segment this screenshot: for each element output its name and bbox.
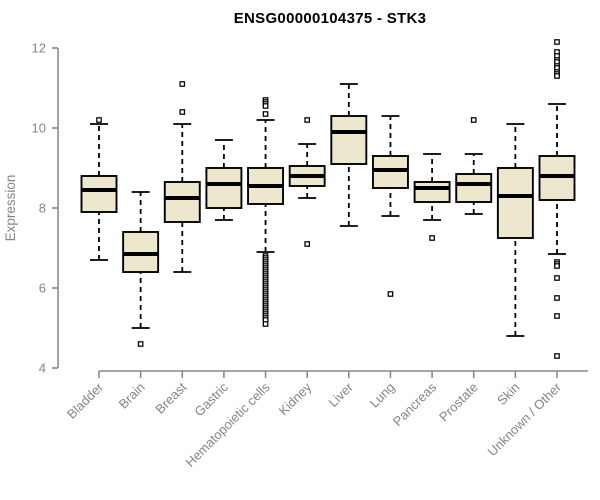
outlier-point bbox=[470, 117, 477, 123]
outlier-point bbox=[262, 321, 269, 327]
y-tick-label: 8 bbox=[39, 201, 46, 216]
x-tick-label-skin: Skin bbox=[494, 380, 522, 408]
box-brain bbox=[122, 191, 160, 347]
box-lung bbox=[372, 115, 409, 297]
outlier-point bbox=[137, 341, 144, 347]
x-tick-label-pancreas: Pancreas bbox=[390, 379, 440, 429]
outlier-point bbox=[179, 81, 186, 87]
box-prostate bbox=[455, 117, 493, 215]
x-tick-label-brain: Brain bbox=[116, 380, 148, 412]
iqr-box bbox=[455, 173, 493, 203]
iqr-box bbox=[330, 115, 368, 165]
y-tick-label: 4 bbox=[39, 361, 46, 376]
x-tick-label-bladder: Bladder bbox=[64, 379, 107, 422]
box-skin bbox=[496, 123, 534, 337]
x-tick-label-gastric: Gastric bbox=[191, 379, 231, 419]
outlier-point bbox=[262, 103, 269, 109]
outlier-point bbox=[262, 111, 269, 117]
x-tick-label-unknown-other: Unknown / Other bbox=[485, 379, 565, 459]
outlier-point bbox=[554, 275, 560, 281]
box-pancreas bbox=[413, 153, 451, 241]
iqr-box bbox=[163, 181, 201, 223]
box-bladder bbox=[80, 117, 118, 261]
y-axis-label: Expression bbox=[3, 175, 18, 242]
outlier-point bbox=[96, 117, 102, 123]
y-tick-label: 6 bbox=[39, 281, 46, 296]
outlier-point bbox=[387, 291, 394, 297]
y-axis: 4 6 8 10 12 bbox=[32, 41, 59, 376]
iqr-box bbox=[80, 175, 118, 213]
y-tick-label: 10 bbox=[32, 121, 46, 136]
x-tick-label-liver: Liver bbox=[325, 379, 356, 410]
outlier-point bbox=[554, 263, 560, 269]
box-unknown-other bbox=[538, 39, 576, 359]
outlier-point bbox=[304, 241, 311, 247]
box-breast bbox=[163, 81, 201, 273]
outlier-point bbox=[179, 109, 186, 115]
x-tick-label-prostate: Prostate bbox=[436, 380, 481, 425]
iqr-box bbox=[205, 167, 243, 209]
y-tick-label: 12 bbox=[32, 41, 46, 56]
iqr-box bbox=[496, 167, 534, 239]
outlier-point bbox=[554, 39, 560, 45]
x-tick-label-lung: Lung bbox=[367, 380, 398, 411]
iqr-box bbox=[413, 181, 451, 203]
x-tick-label-kidney: Kidney bbox=[276, 379, 315, 418]
box-kidney bbox=[288, 117, 326, 247]
box-gastric bbox=[205, 139, 243, 221]
outlier-point bbox=[304, 117, 311, 123]
outlier-point bbox=[554, 73, 560, 79]
outlier-point bbox=[554, 295, 560, 301]
chart-title: ENSG00000104375 - STK3 bbox=[234, 10, 427, 27]
box-liver bbox=[330, 83, 368, 227]
outlier-point bbox=[554, 313, 560, 319]
outlier-point bbox=[429, 235, 435, 241]
outlier-point bbox=[554, 353, 560, 359]
box-hematopoietic-cells bbox=[247, 97, 284, 327]
x-tick-label-breast: Breast bbox=[152, 379, 189, 416]
